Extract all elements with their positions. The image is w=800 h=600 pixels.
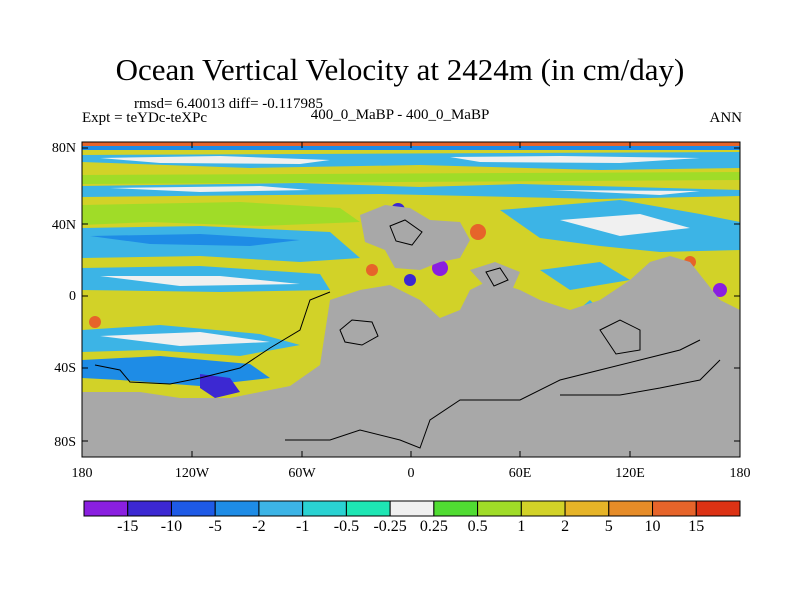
coastline bbox=[285, 339, 701, 449]
red-patch bbox=[366, 264, 378, 276]
coastline bbox=[599, 319, 641, 355]
colorbar-label: 1 bbox=[517, 518, 525, 535]
colorbar-box bbox=[433, 500, 479, 517]
lat-tick-label: 80N bbox=[52, 141, 76, 156]
colorbar-label: -1 bbox=[296, 518, 309, 535]
latitude-axis: 80N 40N 0 40S 80S bbox=[52, 141, 740, 450]
cyan-band bbox=[540, 262, 630, 290]
land-masses bbox=[82, 205, 740, 457]
map-plot-area bbox=[82, 142, 740, 457]
blue-band bbox=[90, 234, 300, 246]
colorbar-box bbox=[302, 500, 347, 517]
colorbar-box bbox=[520, 500, 566, 517]
red-patch bbox=[89, 316, 101, 328]
colorbar-box bbox=[477, 500, 522, 517]
lat-ticks bbox=[82, 147, 740, 442]
season-label: ANN bbox=[709, 110, 743, 126]
longitude-axis: 180 120W 60W 0 60E 120E 180 bbox=[72, 142, 751, 481]
island bbox=[470, 262, 520, 292]
lon-tick-label: 0 bbox=[408, 466, 415, 481]
map-title: Ocean Vertical Velocity at 2424m (in cm/… bbox=[115, 52, 685, 87]
coastline bbox=[339, 319, 379, 346]
southern-continent bbox=[82, 256, 740, 457]
colorbar-label: 0.5 bbox=[468, 518, 488, 535]
colorbar-label: -5 bbox=[209, 518, 222, 535]
colorbar-box bbox=[170, 500, 216, 517]
purple-patch bbox=[713, 283, 727, 297]
lon-ticks bbox=[191, 142, 631, 457]
coastlines bbox=[94, 219, 721, 449]
lat-tick-label: 0 bbox=[69, 289, 76, 304]
coastline bbox=[485, 267, 509, 287]
white-band bbox=[100, 276, 300, 286]
purple-patch bbox=[200, 374, 240, 398]
lat-tick-label: 80S bbox=[54, 435, 76, 450]
colorbar-label: -0.5 bbox=[334, 518, 359, 535]
colorbar-box bbox=[652, 500, 697, 517]
lat-tick-label: 40N bbox=[52, 218, 76, 233]
green-band bbox=[82, 202, 360, 226]
white-band bbox=[100, 332, 270, 346]
colorbar-labels: -15 -10 -5 -2 -1 -0.5 -0.25 0.25 0.5 1 2 5 10 15 bbox=[117, 518, 704, 535]
case-label: 400_0_MaBP - 400_0_MaBP bbox=[310, 107, 490, 123]
colorbar-label: -2 bbox=[252, 518, 265, 535]
colorbar-label: 5 bbox=[605, 518, 613, 535]
colorbar-box bbox=[83, 500, 129, 517]
stats-text: rmsd= 6.40013 diff= -0.117985 bbox=[134, 96, 323, 112]
white-band bbox=[450, 156, 700, 163]
lat-tick-label: 40S bbox=[54, 361, 76, 376]
lon-tick-label: 60E bbox=[509, 466, 532, 481]
colorbar-label: -15 bbox=[117, 518, 138, 535]
experiment-label: Expt = teYDc-teXPc bbox=[82, 110, 208, 126]
colorbar-label: 0.25 bbox=[420, 518, 448, 535]
colorbar-box bbox=[695, 500, 741, 517]
lon-tick-label: 180 bbox=[72, 466, 93, 481]
white-band bbox=[560, 214, 690, 236]
white-band bbox=[100, 156, 330, 164]
colorbar-label: -0.25 bbox=[373, 518, 406, 535]
lon-tick-label: 60W bbox=[288, 466, 316, 481]
colorbar-label: 10 bbox=[645, 518, 661, 535]
colorbar-box bbox=[127, 500, 172, 517]
colorbar-box bbox=[258, 500, 304, 517]
colorbar bbox=[83, 500, 741, 517]
colorbar-label: 2 bbox=[561, 518, 569, 535]
colorbar-label: -10 bbox=[161, 518, 182, 535]
coastline bbox=[389, 219, 423, 246]
colorbar-box bbox=[345, 500, 391, 517]
green-band bbox=[82, 172, 740, 184]
lon-tick-label: 180 bbox=[730, 466, 751, 481]
colorbar-label: 15 bbox=[688, 518, 704, 535]
coastline bbox=[94, 291, 331, 385]
lon-tick-label: 120E bbox=[615, 466, 645, 481]
lon-tick-label: 120W bbox=[175, 466, 210, 481]
coastline bbox=[560, 359, 721, 396]
colorbar-box bbox=[214, 500, 260, 517]
white-band bbox=[110, 186, 310, 192]
purple-patch bbox=[404, 274, 416, 286]
northern-continent bbox=[360, 205, 470, 270]
colorbar-box bbox=[389, 500, 435, 517]
white-band bbox=[550, 190, 700, 195]
colorbar-box bbox=[608, 500, 654, 517]
purple-patch bbox=[432, 260, 448, 276]
colorbar-box bbox=[564, 500, 610, 517]
red-patch bbox=[470, 224, 486, 240]
